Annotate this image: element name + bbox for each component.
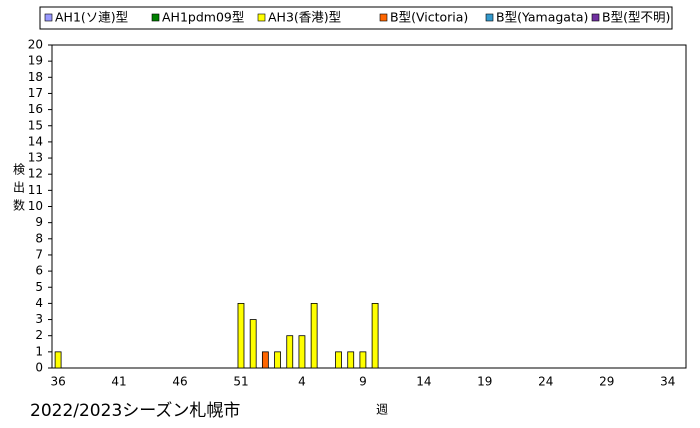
y-tick-label: 11 [28, 183, 43, 197]
bar [54, 351, 62, 369]
x-tick-label: 46 [172, 375, 187, 389]
x-axis-label: 週 [376, 403, 388, 417]
legend-swatch [257, 13, 266, 22]
legend-swatch [44, 13, 53, 22]
legend-label: B型(Victoria) [390, 10, 468, 25]
legend-label: B型(型不明) [602, 10, 670, 25]
bar [335, 351, 342, 369]
x-tick-label: 41 [111, 375, 126, 389]
x-tick-label: 51 [233, 375, 248, 389]
bar [359, 351, 367, 369]
y-axis-label: 検出数 [12, 163, 26, 217]
bar [237, 302, 245, 369]
legend-swatch [151, 13, 160, 22]
legend-swatch [485, 13, 494, 22]
x-tick-label: 29 [599, 375, 614, 389]
bar [310, 302, 318, 369]
y-tick-label: 15 [28, 118, 43, 132]
x-tick-label: 9 [359, 375, 367, 389]
legend-swatch [379, 13, 388, 22]
legend-box [39, 6, 673, 30]
y-tick-label: 1 [35, 344, 43, 358]
y-tick-label: 13 [28, 151, 43, 165]
legend-label: AH1pdm09型 [162, 10, 244, 25]
x-tick-label: 14 [416, 375, 431, 389]
y-tick-label: 10 [28, 199, 43, 213]
y-tick-label: 4 [35, 296, 43, 310]
y-tick-label: 9 [35, 215, 43, 229]
y-tick-label: 19 [28, 54, 43, 68]
legend-label: B型(Yamagata) [496, 10, 588, 25]
x-tick-label: 34 [660, 375, 675, 389]
bar [371, 302, 379, 369]
bar [249, 319, 257, 369]
bar [347, 351, 355, 369]
x-tick-label: 4 [298, 375, 306, 389]
bar [274, 351, 281, 369]
y-tick-label: 12 [28, 167, 43, 181]
y-tick-label: 6 [35, 264, 43, 278]
x-tick-label: 19 [477, 375, 492, 389]
bar [286, 335, 294, 369]
bar [261, 351, 269, 369]
y-tick-label: 8 [35, 231, 43, 245]
x-tick-label: 24 [538, 375, 553, 389]
y-tick-label: 0 [35, 361, 43, 375]
y-tick-label: 5 [35, 280, 43, 294]
y-tick-label: 3 [35, 312, 43, 326]
y-tick-label: 16 [28, 102, 43, 116]
legend-swatch [591, 13, 600, 22]
bar [298, 335, 306, 369]
y-tick-label: 2 [35, 328, 43, 342]
y-tick-label: 18 [28, 70, 43, 84]
x-tick-label: 36 [50, 375, 65, 389]
legend-label: AH3(香港)型 [268, 10, 341, 25]
y-tick-label: 14 [28, 134, 43, 148]
y-tick-label: 17 [28, 86, 43, 100]
plot-frame [51, 44, 687, 369]
subtitle: 2022/2023シーズン札幌市 [30, 401, 240, 421]
y-tick-label: 20 [28, 38, 43, 52]
legend-label: AH1(ソ連)型 [55, 10, 128, 25]
y-tick-label: 7 [35, 247, 43, 261]
